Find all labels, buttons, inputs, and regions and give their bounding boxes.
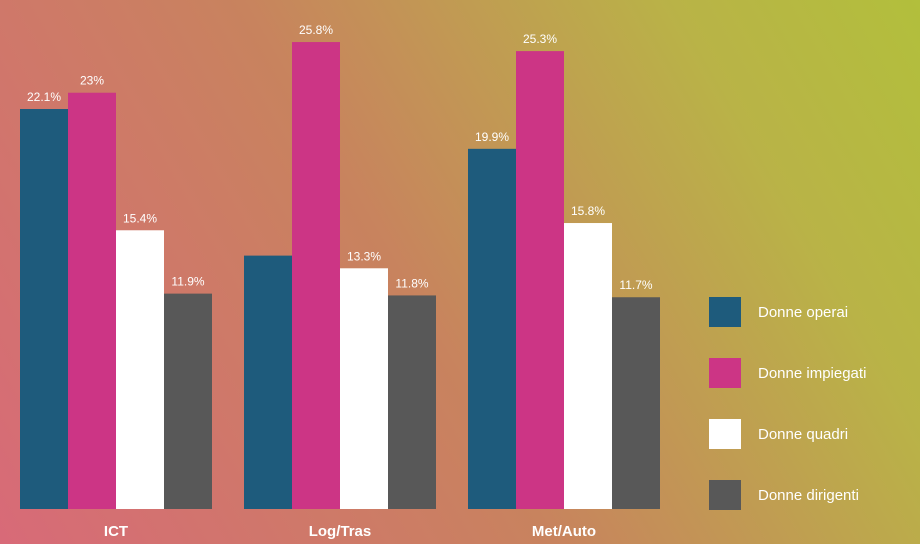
bar-ict-donne-operai xyxy=(20,109,68,510)
bar-met-auto-donne-impiegati xyxy=(516,51,564,510)
value-label-log-tras-donne-dirigenti: 11.8% xyxy=(395,276,428,290)
bar-ict-donne-quadri xyxy=(116,230,164,509)
legend-label-donne-quadri: Donne quadri xyxy=(758,426,848,443)
value-label-ict-donne-quadri: 15.4% xyxy=(123,211,157,225)
value-label-log-tras-donne-impiegati: 25.8% xyxy=(299,23,333,37)
category-label-log-tras: Log/Tras xyxy=(309,523,372,540)
bar-log-tras-donne-quadri xyxy=(340,268,388,509)
value-label-ict-donne-impiegati: 23% xyxy=(80,74,104,88)
bar-log-tras-donne-operai xyxy=(244,255,292,509)
legend-label-donne-impiegati: Donne impiegati xyxy=(758,365,866,382)
value-label-log-tras-donne-quadri: 13.3% xyxy=(347,249,381,263)
bar-ict-donne-dirigenti xyxy=(164,293,212,509)
legend-label-donne-dirigenti: Donne dirigenti xyxy=(758,487,859,504)
value-label-met-auto-donne-dirigenti: 11.7% xyxy=(619,278,652,292)
bar-met-auto-donne-operai xyxy=(468,148,516,509)
bar-log-tras-donne-impiegati xyxy=(292,42,340,509)
bar-met-auto-donne-dirigenti xyxy=(612,297,660,509)
bar-met-auto-donne-quadri xyxy=(564,223,612,509)
bar-ict-donne-impiegati xyxy=(68,92,116,510)
value-label-ict-donne-operai: 22.1% xyxy=(27,90,61,104)
value-label-met-auto-donne-quadri: 15.8% xyxy=(571,204,605,218)
category-label-ict: ICT xyxy=(104,523,128,540)
legend-label-donne-operai: Donne operai xyxy=(758,304,848,321)
legend-swatch-donne-operai xyxy=(709,297,741,327)
value-label-met-auto-donne-impiegati: 25.3% xyxy=(523,32,557,46)
category-label-met-auto: Met/Auto xyxy=(532,523,596,540)
value-label-ict-donne-dirigenti: 11.9% xyxy=(171,275,204,289)
legend-swatch-donne-impiegati xyxy=(709,358,741,388)
bar-log-tras-donne-dirigenti xyxy=(388,295,436,509)
legend-swatch-donne-quadri xyxy=(709,419,741,449)
value-label-met-auto-donne-operai: 19.9% xyxy=(475,130,509,144)
legend-swatch-donne-dirigenti xyxy=(709,480,741,510)
